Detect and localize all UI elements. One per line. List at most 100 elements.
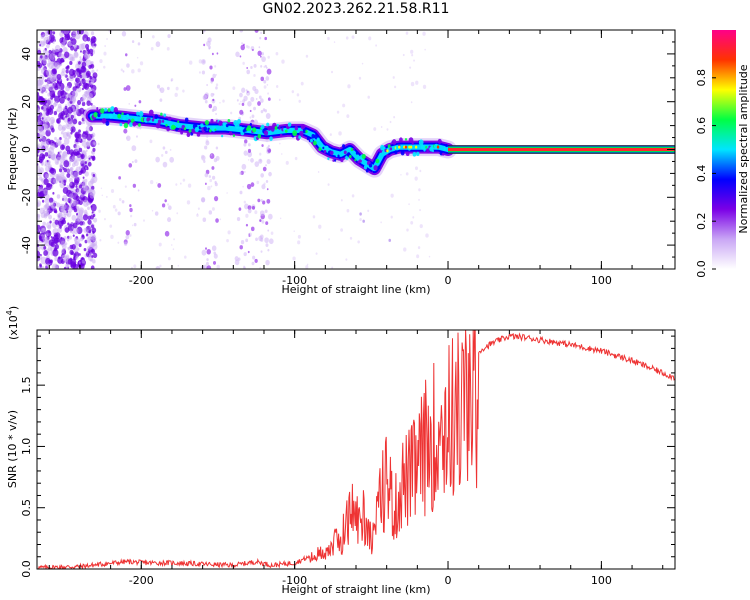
noise-blob	[73, 179, 79, 186]
noise-blob	[237, 257, 241, 261]
noise-blob	[38, 255, 43, 260]
noise-blob	[108, 114, 113, 119]
noise-blob	[79, 74, 83, 79]
noise-blob	[37, 200, 42, 208]
noise-blob	[254, 30, 259, 33]
noise-blob	[100, 108, 105, 114]
noise-blob	[279, 217, 282, 220]
noise-blob	[120, 68, 123, 72]
colorbar: 0.0 0.2 0.4 0.6 0.8 Normalized spectral ampl…	[695, 30, 750, 278]
noise-blob	[45, 102, 49, 106]
noise-blob	[38, 167, 44, 174]
noise-blob	[64, 51, 70, 58]
noise-blob	[320, 145, 323, 149]
noise-blob	[159, 87, 165, 94]
noise-blob	[416, 254, 420, 259]
noise-blob	[268, 171, 272, 177]
noise-blob	[340, 228, 344, 232]
noise-blob	[50, 96, 54, 100]
noise-blob	[69, 56, 74, 62]
noise-blob	[264, 64, 267, 68]
noise-blob	[306, 136, 310, 141]
noise-blob	[420, 144, 425, 150]
noise-blob	[345, 258, 348, 261]
noise-blob	[419, 208, 421, 212]
noise-blob	[258, 235, 263, 242]
noise-blob	[204, 145, 208, 150]
noise-blob	[54, 232, 61, 240]
noise-blob	[445, 144, 448, 148]
noise-blob	[81, 78, 86, 85]
noise-blob	[403, 247, 407, 252]
noise-blob	[178, 127, 182, 131]
noise-blob	[250, 158, 254, 163]
noise-blob	[175, 128, 178, 132]
noise-blob	[67, 206, 73, 213]
noise-blob	[43, 204, 48, 211]
noise-blob	[41, 199, 45, 203]
noise-blob	[243, 266, 246, 269]
noise-blob	[85, 167, 88, 170]
noise-blob	[209, 65, 213, 70]
noise-blob	[278, 98, 281, 101]
noise-blob	[373, 127, 377, 131]
noise-blob	[82, 131, 86, 135]
noise-blob	[171, 124, 176, 131]
noise-blob	[64, 32, 71, 41]
noise-blob	[392, 76, 395, 79]
noise-blob	[132, 121, 137, 127]
noise-blob	[404, 145, 408, 149]
noise-blob	[187, 183, 192, 188]
noise-blob	[57, 214, 63, 222]
noise-blob	[265, 164, 267, 167]
noise-blob	[39, 263, 42, 267]
noise-blob	[79, 56, 82, 59]
noise-blob	[71, 159, 74, 163]
noise-blob	[253, 106, 257, 111]
noise-blob	[240, 100, 242, 103]
noise-blob	[206, 265, 212, 269]
noise-blob	[410, 81, 415, 87]
noise-blob	[267, 248, 270, 252]
snr-ticks: -200 -100 0 100 0.0 0.5 1.0 1.5	[20, 330, 675, 587]
noise-blob	[291, 90, 295, 94]
noise-blob	[88, 93, 93, 100]
noise-blob	[46, 159, 49, 163]
noise-blob	[167, 217, 172, 223]
noise-blob	[425, 145, 428, 149]
noise-blob	[238, 102, 241, 106]
noise-blob	[417, 246, 421, 250]
noise-blob	[131, 69, 135, 74]
noise-blob	[367, 209, 370, 213]
noise-blob	[227, 230, 231, 235]
noise-blob	[63, 160, 70, 168]
noise-blob	[228, 131, 233, 136]
noise-blob	[198, 71, 201, 74]
noise-blob	[119, 122, 123, 127]
noise-blob	[208, 129, 212, 133]
noise-blob	[239, 245, 243, 250]
noise-blob	[400, 150, 405, 156]
noise-blob	[56, 202, 61, 208]
noise-blob	[380, 221, 382, 224]
noise-blob	[37, 224, 41, 231]
noise-blob	[239, 55, 242, 58]
noise-blob	[269, 136, 273, 141]
noise-blob	[161, 203, 166, 208]
noise-blob	[410, 49, 414, 54]
snr-line	[37, 330, 675, 569]
noise-blob	[49, 201, 55, 208]
noise-blob	[342, 103, 346, 108]
noise-blob	[363, 165, 368, 170]
noise-blob	[48, 34, 55, 42]
noise-blob	[87, 219, 92, 225]
noise-blob	[85, 125, 91, 132]
noise-blob	[79, 221, 84, 226]
noise-blob	[340, 157, 344, 163]
noise-blob	[408, 137, 414, 144]
noise-blob	[101, 194, 103, 197]
noise-blob	[63, 137, 70, 145]
noise-blob	[415, 80, 419, 85]
noise-blob	[262, 200, 266, 205]
noise-blob	[78, 170, 82, 176]
